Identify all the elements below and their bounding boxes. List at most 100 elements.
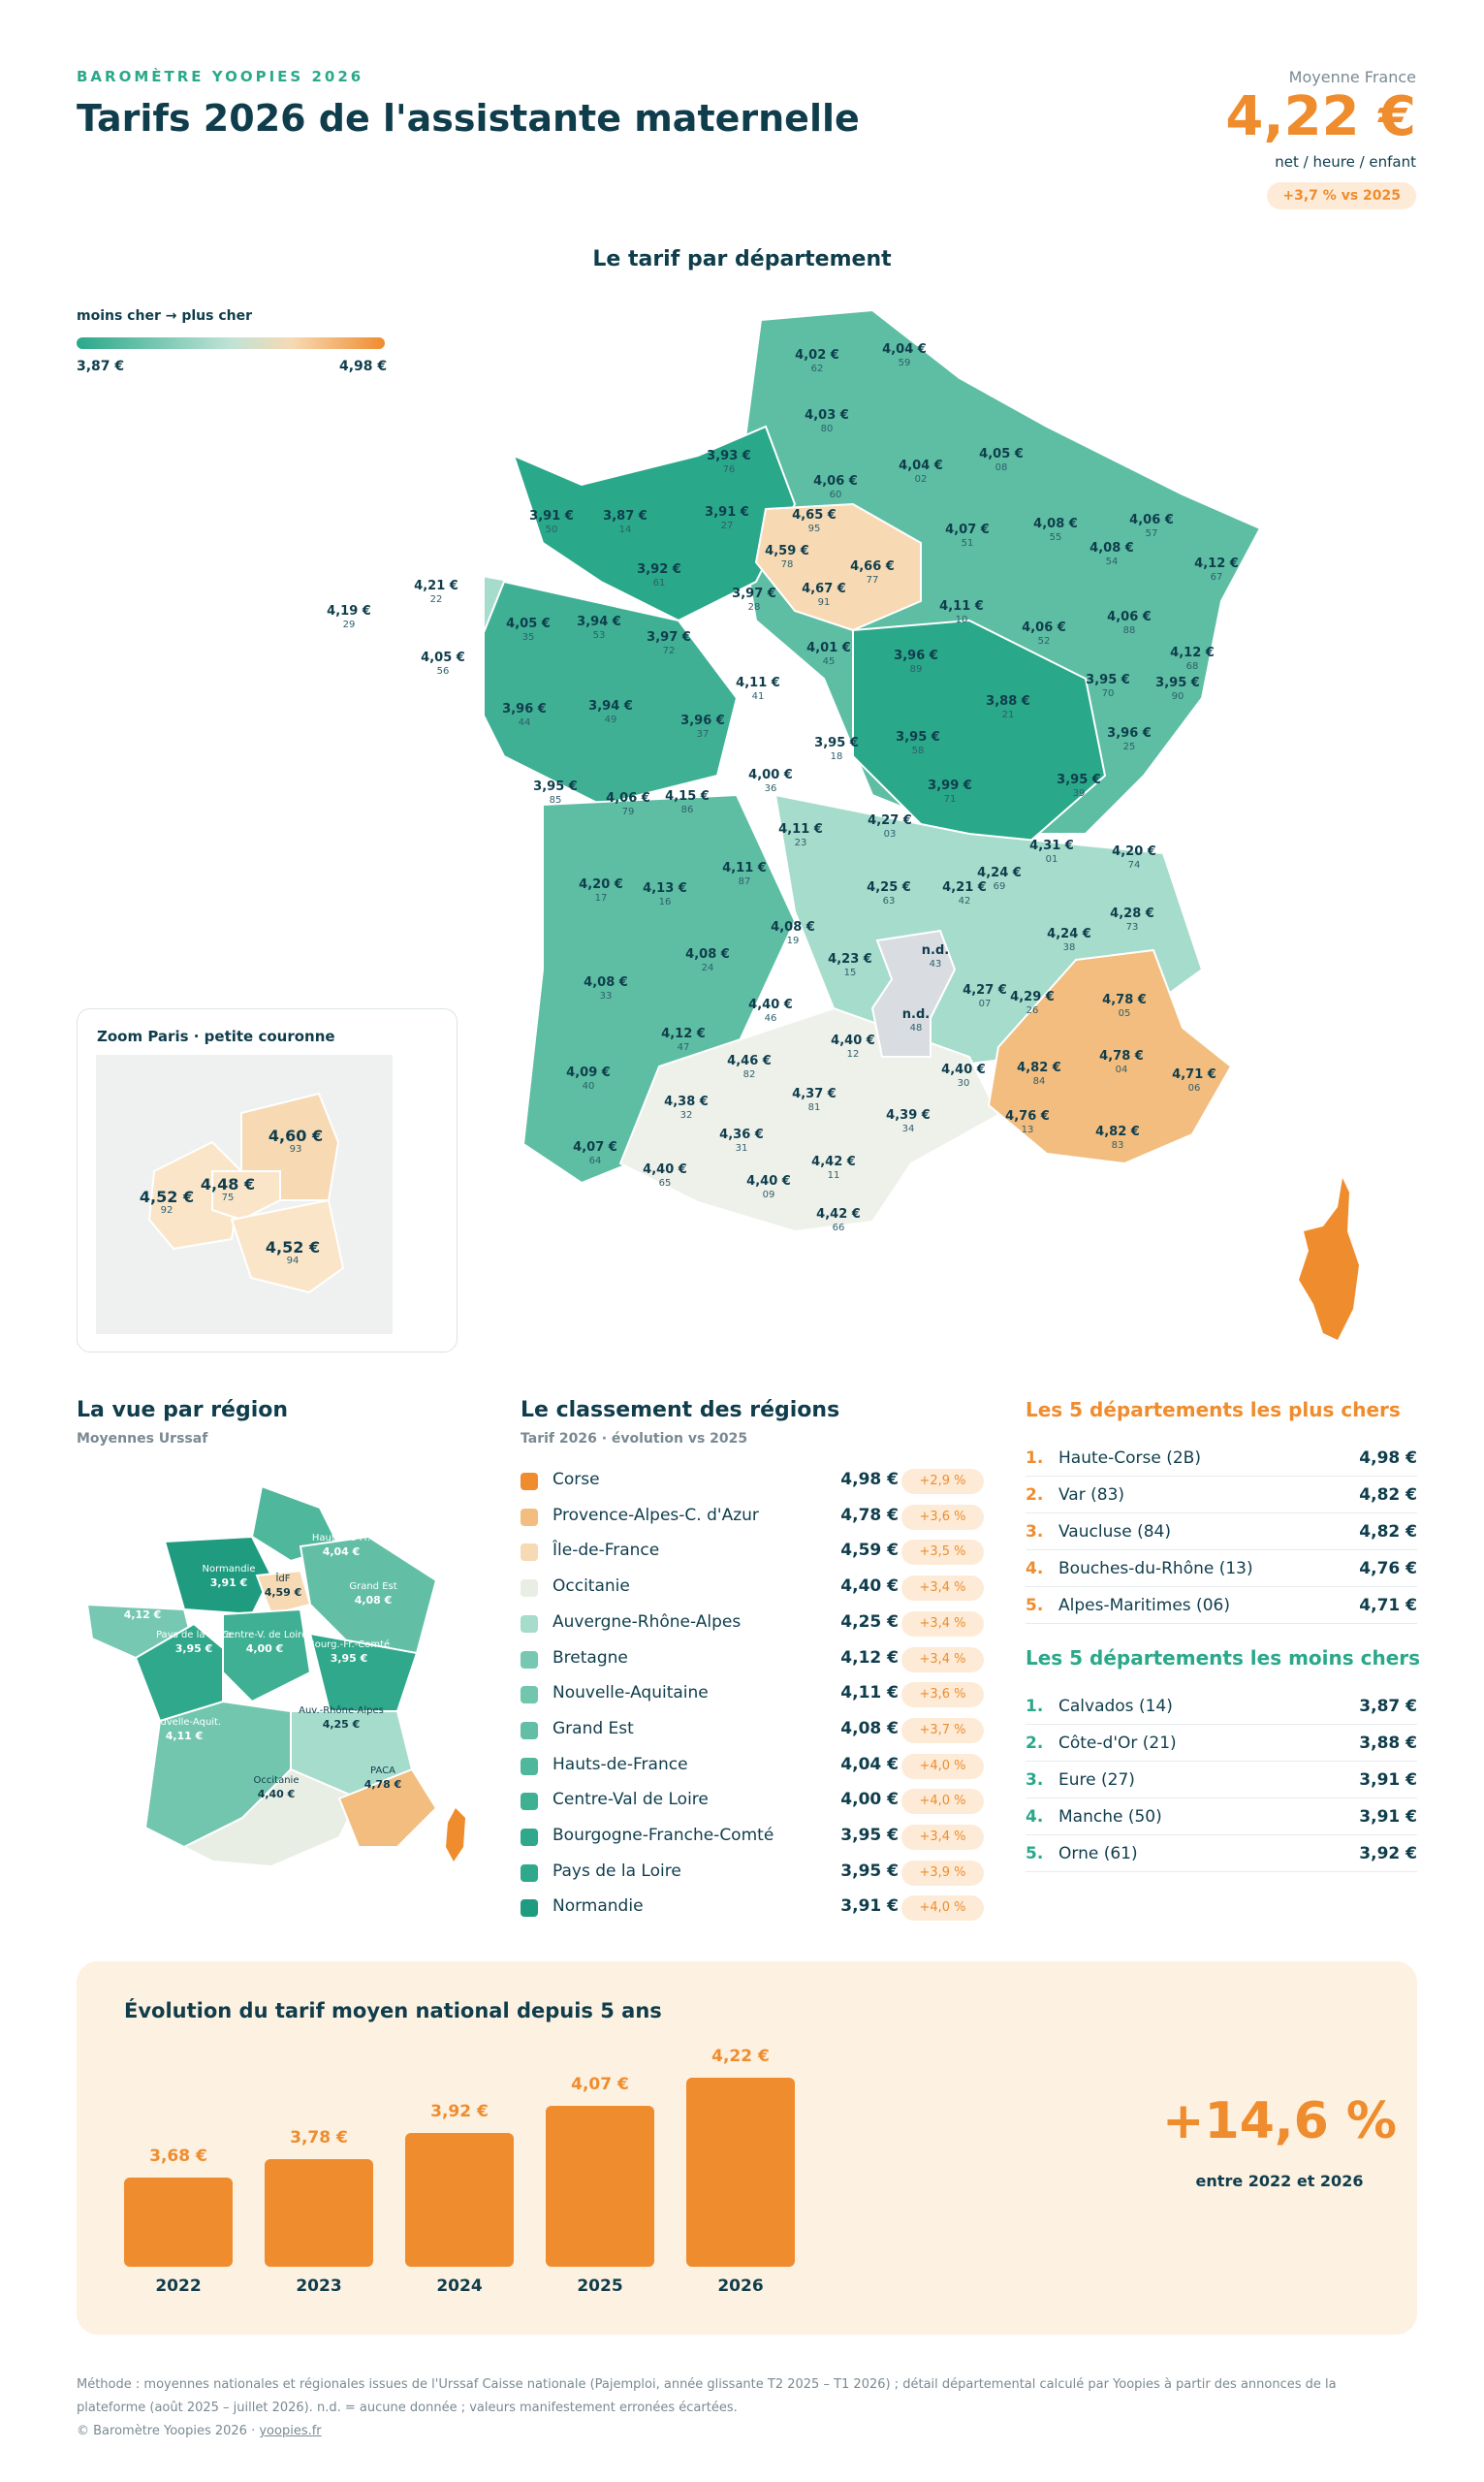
department-label-44: 3,96 €44 (495, 703, 553, 730)
department-value: 4,38 € (664, 1095, 709, 1109)
department-code: 95 (807, 524, 821, 534)
department-code: 89 (909, 664, 923, 675)
top-department-value: 4,82 € (1359, 1485, 1417, 1505)
department-label-66: 4,42 €66 (809, 1208, 868, 1235)
region-label-name: Normandie (202, 1564, 256, 1575)
top-department-name: Alpes-Maritimes (06) (1058, 1596, 1230, 1615)
department-value: 3,96 € (502, 702, 547, 716)
ranking-row: Bretagne 4,12 € +3,4 % (521, 1644, 986, 1679)
bar-category-label: 2022 (155, 2276, 202, 2296)
region-normandie (163, 1535, 273, 1616)
department-code: 65 (658, 1178, 672, 1189)
footer-line-2: plateforme (août 2025 – juillet 2026). n… (77, 2401, 738, 2415)
department-value: 4,05 € (979, 447, 1024, 461)
department-code: 31 (735, 1143, 748, 1154)
department-code: 51 (961, 538, 974, 549)
top-department-name: Vaucluse (84) (1058, 1522, 1171, 1542)
region-label-value: 3,95 € (330, 1652, 368, 1665)
department-code: 28 (747, 602, 761, 613)
department-value: 4,04 € (882, 342, 927, 357)
department-value: 4,40 € (746, 1174, 791, 1189)
department-value: 4,12 € (661, 1027, 706, 1041)
department-value: 3,91 € (705, 505, 749, 520)
department-code: 30 (957, 1078, 970, 1089)
department-value: 4,82 € (1017, 1061, 1061, 1075)
top-department-value: 3,92 € (1359, 1844, 1417, 1863)
department-value: 4,08 € (685, 947, 730, 962)
ranking-evolution-badge: +4,0 % (901, 1895, 984, 1922)
department-value: 4,40 € (748, 998, 793, 1012)
department-code: 72 (662, 646, 676, 656)
ranking-region-value: 3,95 € (840, 1861, 899, 1881)
department-value: 4,01 € (806, 641, 851, 655)
department-code: 76 (722, 464, 736, 475)
top-rank-number: 3. (1026, 1522, 1044, 1542)
department-code: 29 (342, 620, 356, 630)
department-value: 3,93 € (707, 449, 751, 463)
region-label-name: Bourg.-Fr.-Comté (307, 1639, 391, 1650)
department-label-09: 4,40 €09 (740, 1175, 798, 1202)
department-value: 4,76 € (1005, 1109, 1050, 1124)
department-label-37: 3,96 €37 (674, 715, 732, 742)
department-label-89: 3,96 €89 (887, 650, 945, 677)
department-value: 3,95 € (533, 780, 578, 794)
ranking-row: Hauts-de-France 4,04 € +4,0 % (521, 1751, 986, 1786)
department-code: 58 (911, 746, 925, 756)
region-label-value: 4,08 € (354, 1594, 393, 1607)
department-label-21: 3,88 €21 (979, 695, 1037, 722)
region-label-value: 3,91 € (209, 1576, 248, 1589)
department-code: 25 (1122, 742, 1136, 752)
department-label-51: 4,07 €51 (938, 524, 996, 551)
evolution-title: Évolution du tarif moyen national depuis… (124, 1999, 662, 2022)
department-value: 4,27 € (868, 813, 912, 828)
map-west (485, 580, 739, 807)
ranking-region-name: Nouvelle-Aquitaine (553, 1683, 709, 1703)
department-code: 90 (1171, 691, 1184, 702)
top-rank-number: 5. (1026, 1844, 1044, 1863)
department-code: 64 (588, 1156, 602, 1166)
department-value: 3,95 € (1155, 676, 1200, 690)
ranking-color-swatch (521, 1579, 538, 1598)
department-value: 3,97 € (647, 630, 691, 645)
ranking-region-value: 4,78 € (840, 1505, 899, 1525)
ranking-evolution-badge: +3,4 % (901, 1610, 984, 1637)
page-title: Tarifs 2026 de l'assistante maternelle (77, 97, 860, 140)
department-code: 43 (929, 959, 942, 970)
department-code: 46 (764, 1013, 777, 1024)
top-department-name: Haute-Corse (2B) (1058, 1448, 1201, 1468)
department-value: 4,24 € (1047, 927, 1091, 941)
department-value: 4,59 € (765, 544, 809, 558)
region-paca (337, 1767, 438, 1848)
department-value: 4,13 € (643, 881, 687, 896)
footer-link[interactable]: yoopies.fr (259, 2424, 322, 2438)
ranking-region-value: 4,25 € (840, 1611, 899, 1632)
department-code: 52 (1037, 636, 1051, 647)
department-code: 79 (621, 807, 635, 817)
department-label-25: 3,96 €25 (1100, 727, 1158, 754)
ranking-color-swatch (521, 1473, 538, 1490)
department-value: 4,05 € (421, 651, 465, 665)
ranking-evolution-badge: +3,6 % (901, 1682, 984, 1708)
zoom-code: 92 (160, 1205, 174, 1216)
department-value: 4,07 € (945, 523, 990, 537)
department-label-31: 4,36 €31 (712, 1129, 771, 1156)
department-value: 4,27 € (963, 983, 1007, 998)
department-value: 4,67 € (802, 582, 846, 596)
corsica-shape (1299, 1178, 1359, 1340)
department-code: 87 (738, 876, 751, 887)
ranking-color-swatch (521, 1508, 538, 1526)
department-code: 32 (679, 1110, 693, 1121)
department-label-42: 4,21 €42 (935, 881, 994, 908)
zoom-code: 94 (286, 1256, 300, 1266)
ranking-color-swatch (521, 1686, 538, 1704)
department-value: 4,40 € (831, 1034, 875, 1048)
department-label-86: 4,15 €86 (658, 790, 716, 817)
department-code: 44 (518, 717, 531, 728)
bar-2023 (265, 2158, 373, 2267)
ranking-region-name: Hauts-de-France (553, 1754, 688, 1774)
region-label-name: Pays de la Loire (155, 1630, 233, 1640)
top-row: 4. Bouches-du-Rhône (13) 4,76 € (1026, 1551, 1417, 1587)
bar-value-label: 3,92 € (430, 2102, 489, 2122)
bar-category-label: 2025 (577, 2276, 623, 2296)
top-row: 1. Haute-Corse (2B) 4,98 € (1026, 1441, 1417, 1477)
